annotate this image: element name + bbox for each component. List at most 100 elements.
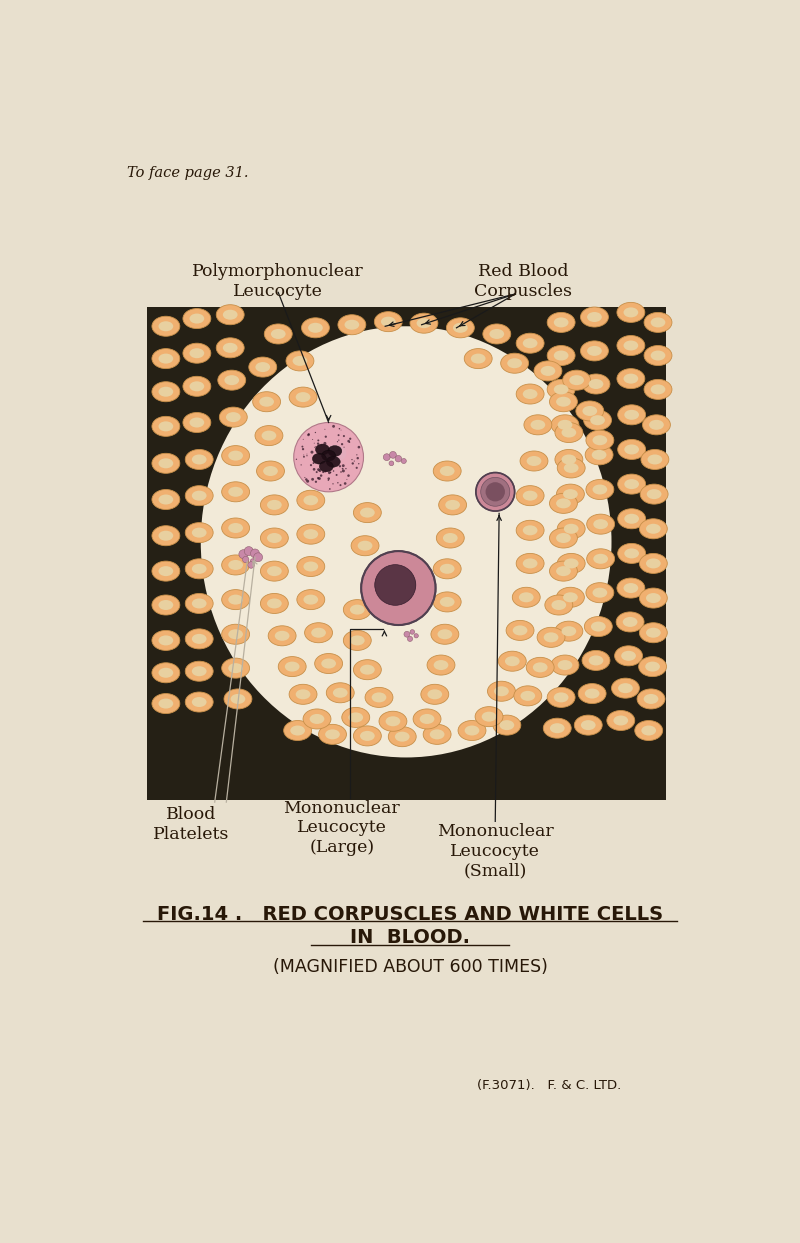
- Ellipse shape: [623, 341, 638, 351]
- Ellipse shape: [186, 692, 213, 712]
- Ellipse shape: [354, 726, 382, 746]
- Ellipse shape: [216, 338, 244, 358]
- Ellipse shape: [482, 712, 497, 722]
- Ellipse shape: [360, 731, 374, 741]
- Ellipse shape: [345, 319, 359, 329]
- Ellipse shape: [520, 451, 548, 471]
- Ellipse shape: [512, 587, 540, 608]
- Ellipse shape: [261, 528, 288, 548]
- Circle shape: [303, 456, 305, 457]
- Ellipse shape: [564, 462, 578, 472]
- Ellipse shape: [152, 454, 180, 474]
- Ellipse shape: [494, 686, 509, 696]
- Ellipse shape: [642, 415, 670, 435]
- Ellipse shape: [550, 723, 565, 733]
- Ellipse shape: [555, 423, 583, 443]
- Ellipse shape: [354, 660, 382, 680]
- Circle shape: [296, 459, 297, 460]
- Ellipse shape: [516, 333, 544, 353]
- Circle shape: [347, 475, 350, 477]
- Circle shape: [324, 470, 326, 472]
- Ellipse shape: [551, 655, 579, 675]
- Ellipse shape: [310, 713, 324, 723]
- Ellipse shape: [267, 566, 282, 576]
- Circle shape: [351, 462, 354, 465]
- Circle shape: [311, 477, 314, 481]
- Ellipse shape: [534, 360, 562, 380]
- Ellipse shape: [322, 659, 336, 669]
- Ellipse shape: [375, 568, 416, 602]
- Ellipse shape: [639, 553, 667, 573]
- Ellipse shape: [438, 629, 452, 639]
- Text: Red Blood
Corpuscles: Red Blood Corpuscles: [474, 264, 572, 300]
- Ellipse shape: [586, 515, 614, 534]
- Ellipse shape: [516, 553, 544, 573]
- Ellipse shape: [618, 474, 646, 495]
- Circle shape: [344, 482, 346, 485]
- Ellipse shape: [557, 587, 584, 608]
- Ellipse shape: [646, 628, 661, 638]
- Ellipse shape: [593, 435, 607, 445]
- Ellipse shape: [222, 589, 250, 609]
- Ellipse shape: [190, 348, 204, 358]
- Ellipse shape: [554, 692, 569, 702]
- Ellipse shape: [228, 451, 243, 461]
- Ellipse shape: [586, 430, 614, 450]
- Circle shape: [307, 434, 310, 436]
- Ellipse shape: [550, 528, 578, 548]
- Ellipse shape: [192, 697, 206, 707]
- Ellipse shape: [594, 554, 608, 564]
- Ellipse shape: [297, 557, 325, 577]
- Ellipse shape: [590, 415, 605, 425]
- Ellipse shape: [593, 485, 607, 495]
- Ellipse shape: [555, 622, 583, 641]
- Circle shape: [351, 459, 353, 460]
- Ellipse shape: [647, 455, 662, 465]
- Circle shape: [356, 466, 358, 469]
- Ellipse shape: [556, 397, 571, 406]
- Ellipse shape: [519, 593, 534, 603]
- Ellipse shape: [190, 382, 204, 392]
- Ellipse shape: [351, 536, 379, 556]
- Ellipse shape: [562, 370, 590, 390]
- Ellipse shape: [650, 317, 666, 327]
- Circle shape: [254, 553, 262, 562]
- Ellipse shape: [158, 635, 174, 645]
- Ellipse shape: [222, 624, 250, 644]
- Ellipse shape: [582, 374, 610, 394]
- Circle shape: [339, 484, 342, 486]
- Ellipse shape: [471, 353, 486, 364]
- Ellipse shape: [354, 502, 382, 522]
- Ellipse shape: [564, 523, 578, 533]
- Ellipse shape: [290, 726, 305, 736]
- Ellipse shape: [614, 716, 628, 726]
- Ellipse shape: [624, 479, 639, 488]
- Ellipse shape: [228, 629, 243, 639]
- Ellipse shape: [274, 630, 290, 641]
- Ellipse shape: [547, 312, 575, 332]
- Circle shape: [305, 479, 307, 481]
- Ellipse shape: [438, 495, 466, 515]
- Circle shape: [242, 557, 249, 563]
- Ellipse shape: [152, 416, 180, 436]
- Circle shape: [316, 471, 318, 474]
- Ellipse shape: [186, 450, 213, 470]
- Ellipse shape: [487, 681, 515, 701]
- Text: (F.3071).   F. & C. LTD.: (F.3071). F. & C. LTD.: [478, 1079, 622, 1093]
- Ellipse shape: [646, 661, 660, 671]
- Ellipse shape: [558, 553, 585, 573]
- Ellipse shape: [255, 425, 283, 445]
- Ellipse shape: [297, 589, 325, 609]
- Circle shape: [313, 462, 314, 464]
- Ellipse shape: [624, 445, 639, 455]
- Ellipse shape: [289, 387, 317, 408]
- Ellipse shape: [558, 660, 572, 670]
- Ellipse shape: [618, 684, 633, 694]
- Ellipse shape: [427, 655, 455, 675]
- Ellipse shape: [490, 329, 504, 339]
- Circle shape: [404, 631, 410, 638]
- Ellipse shape: [222, 482, 250, 502]
- Ellipse shape: [618, 440, 646, 460]
- Ellipse shape: [261, 561, 288, 582]
- Ellipse shape: [650, 384, 666, 394]
